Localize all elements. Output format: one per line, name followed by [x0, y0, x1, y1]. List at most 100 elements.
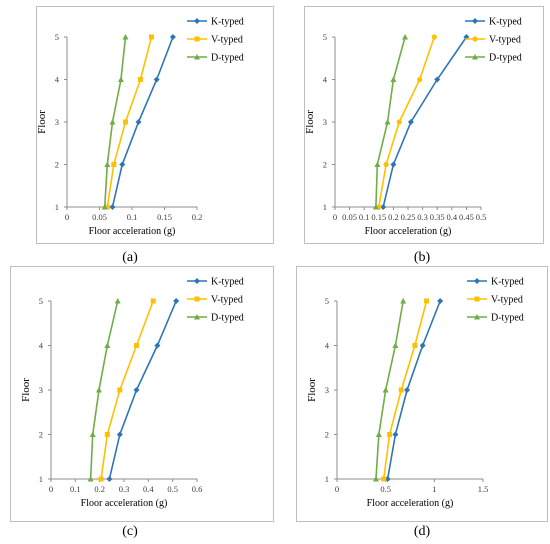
data-point: [412, 343, 418, 348]
data-point: [106, 476, 113, 482]
data-point: [382, 387, 389, 393]
y-axis-label: Floor: [37, 110, 48, 134]
x-axis-label: Floor acceleration (g): [81, 498, 168, 509]
x-tick-label: 0: [333, 212, 337, 222]
data-point: [104, 342, 111, 348]
legend-entry: D-typed: [467, 313, 524, 324]
y-tick-label: 2: [325, 430, 329, 440]
data-point: [95, 387, 102, 393]
legend-entry: K-typed: [187, 277, 244, 288]
y-tick-label: 5: [325, 296, 329, 306]
legend-label: V-typed: [211, 295, 243, 306]
y-axis-label: Floor: [306, 378, 318, 402]
chart-b: 0 0.05 0.1 0.15 0.2 0.25 0.3 0.35 0.4 0.45 0.5 1 2 3 4…: [304, 17, 522, 238]
x-tick-label: 0.3: [417, 212, 428, 222]
series-d-typed: [101, 34, 129, 210]
x-tick-label: 0.5: [380, 484, 391, 494]
x-tick-label: 0.35: [430, 212, 445, 222]
y-tick-label: 5: [323, 32, 327, 42]
x-tick-label: 0.3: [119, 484, 130, 494]
data-point: [374, 161, 381, 167]
data-point: [398, 387, 404, 393]
data-point: [104, 204, 110, 210]
legend-label: V-typed: [491, 295, 523, 306]
series-k-typed: [109, 34, 176, 210]
y-tick-label: 2: [323, 160, 327, 170]
series-d-typed: [372, 298, 407, 482]
chart-c: 0 0.1 0.2 0.3 0.4 0.5 0.6 1 2 3 4 5 Floor accelerati…: [20, 277, 244, 510]
legend-entry: K-typed: [467, 277, 524, 288]
legend-marker: [194, 54, 200, 60]
x-tick-label: 0.1: [127, 212, 138, 222]
panel-label-a: (a): [122, 250, 138, 265]
y-tick-label: 3: [325, 385, 329, 395]
legend-entry: D-typed: [187, 53, 244, 64]
data-point: [396, 119, 402, 125]
series-v-typed: [381, 298, 430, 482]
x-tick-label: 0.15: [157, 212, 172, 222]
series-k-typed: [384, 298, 444, 482]
y-tick-label: 1: [323, 202, 327, 212]
data-point: [390, 161, 397, 168]
data-point: [383, 161, 389, 168]
data-point: [104, 161, 111, 167]
x-tick-label: 0.25: [401, 212, 416, 222]
panel-label-c: (c): [122, 524, 138, 539]
x-tick-label: 0: [65, 212, 69, 222]
chart-panel-c: 0 0.1 0.2 0.3 0.4 0.5 0.6 1 2 3 4 5 Floor accelerati…: [10, 266, 274, 522]
legend-label: D-typed: [211, 53, 244, 64]
y-tick-label: 3: [55, 117, 59, 127]
legend-marker: [194, 296, 200, 302]
legend-entry: D-typed: [465, 53, 522, 64]
legend-entry: D-typed: [187, 313, 244, 324]
data-point: [169, 34, 176, 40]
data-point: [417, 76, 423, 83]
data-point: [87, 476, 94, 482]
x-tick-label: 0.45: [459, 212, 474, 222]
x-tick-label: 0.2: [388, 212, 399, 222]
legend-label: K-typed: [211, 17, 244, 28]
x-tick-label: 0.05: [92, 212, 107, 222]
series-v-typed: [104, 34, 154, 210]
data-point: [375, 431, 382, 437]
legend-marker: [472, 54, 478, 60]
chart-panel-d: 0 0.5 1 1.5 1 2 3 4 5 Floor acceleration (g) Floor…: [296, 266, 548, 522]
series-line: [111, 36, 174, 208]
legend-marker: [472, 36, 478, 42]
data-point: [89, 431, 96, 437]
y-tick-label: 3: [39, 385, 43, 395]
legend-marker: [194, 18, 200, 24]
data-point: [98, 476, 104, 482]
series-d-typed: [372, 34, 409, 210]
data-point: [387, 432, 393, 437]
data-point: [119, 161, 126, 168]
data-point: [419, 342, 426, 349]
panel-label-b: (b): [413, 250, 431, 265]
series-k-typed: [380, 34, 470, 210]
y-tick-label: 1: [55, 202, 59, 212]
data-point: [384, 119, 391, 125]
y-tick-label: 4: [325, 341, 330, 351]
data-point: [109, 204, 116, 210]
data-point: [154, 342, 161, 349]
y-tick-label: 4: [39, 341, 44, 351]
data-point: [434, 76, 441, 83]
x-tick-label: 0.2: [192, 212, 203, 222]
x-axis-label: Floor acceleration (g): [365, 226, 452, 237]
legend-marker: [474, 314, 480, 320]
y-axis-label: Floor: [305, 110, 316, 134]
y-tick-label: 5: [39, 296, 43, 306]
x-tick-label: 0.1: [70, 484, 81, 494]
data-point: [150, 298, 156, 304]
data-point: [149, 34, 154, 40]
y-axis-label: Floor: [20, 378, 32, 402]
data-point: [117, 387, 123, 393]
y-tick-label: 1: [325, 474, 329, 484]
x-axis-label: Floor acceleration (g): [367, 498, 454, 509]
data-point: [109, 119, 116, 125]
x-tick-label: 0.4: [446, 212, 457, 222]
data-point: [117, 76, 124, 82]
legend-label: D-typed: [491, 313, 524, 324]
legend-marker: [194, 278, 200, 284]
data-point: [135, 119, 142, 125]
